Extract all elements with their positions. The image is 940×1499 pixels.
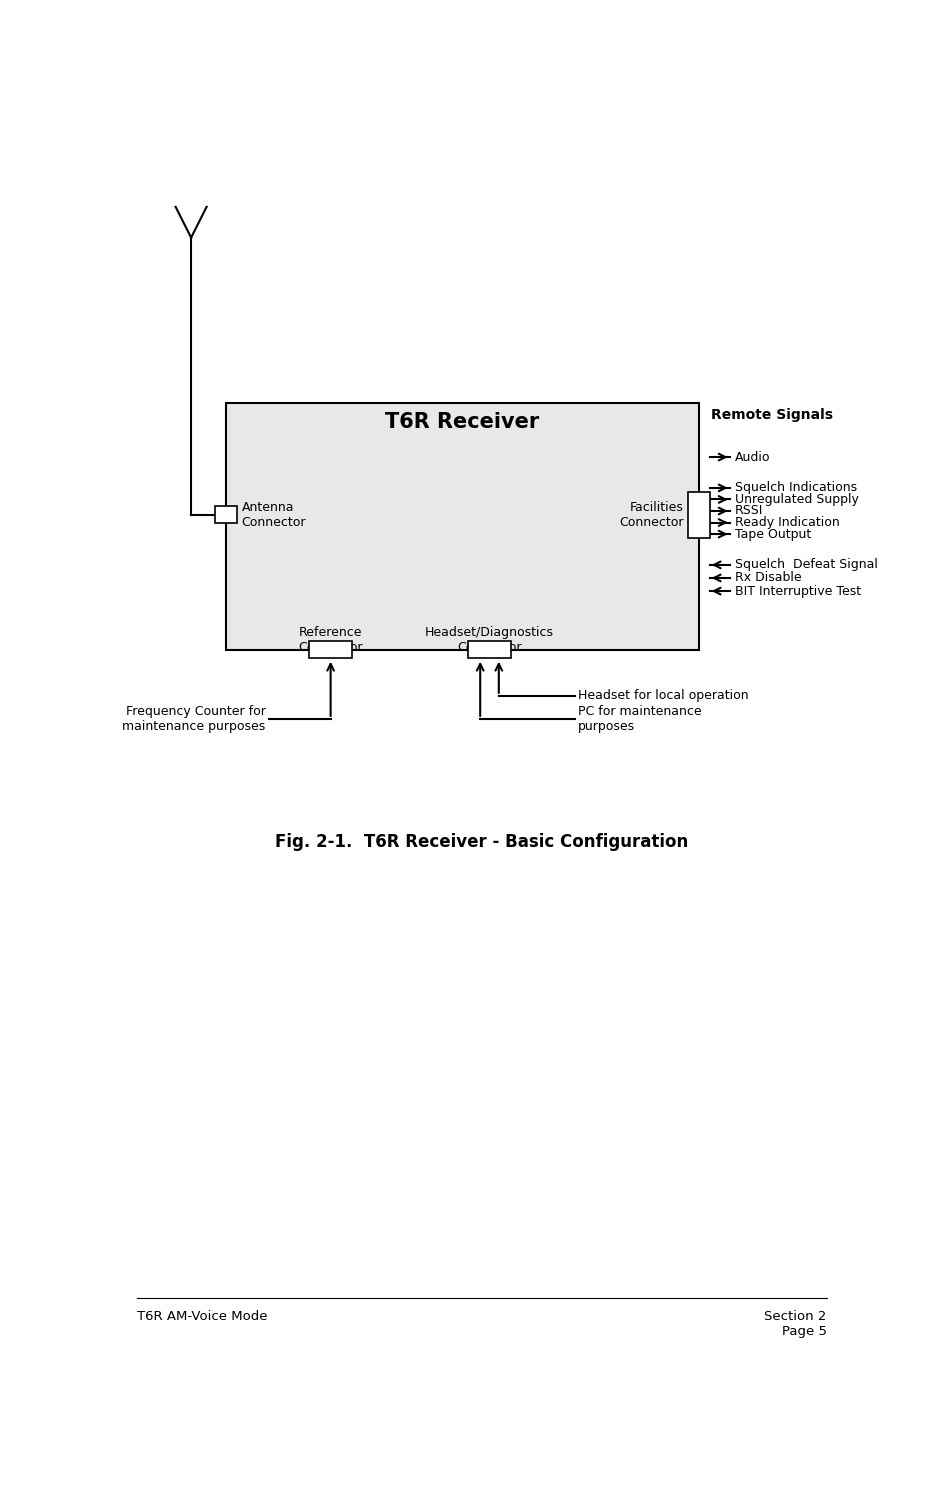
- Text: Remote Signals: Remote Signals: [712, 408, 834, 421]
- Bar: [309, 642, 352, 658]
- Text: Ready Indication: Ready Indication: [735, 516, 840, 529]
- Text: Rx Disable: Rx Disable: [735, 571, 802, 585]
- Text: RSSI: RSSI: [735, 505, 763, 517]
- Text: Fig. 2-1.  T6R Receiver - Basic Configuration: Fig. 2-1. T6R Receiver - Basic Configura…: [275, 833, 688, 851]
- Text: Headset for local operation: Headset for local operation: [578, 690, 748, 702]
- Bar: [226, 403, 698, 649]
- Text: Frequency Counter for
maintenance purposes: Frequency Counter for maintenance purpos…: [122, 705, 265, 733]
- Text: Squelch  Defeat Signal: Squelch Defeat Signal: [735, 559, 878, 571]
- Text: Headset/Diagnostics
Connector: Headset/Diagnostics Connector: [425, 627, 554, 655]
- Text: T6R Receiver: T6R Receiver: [385, 412, 540, 432]
- Text: Reference
Connector: Reference Connector: [298, 627, 363, 655]
- Bar: [688, 492, 710, 538]
- Text: Tape Output: Tape Output: [735, 528, 811, 541]
- Text: BIT Interruptive Test: BIT Interruptive Test: [735, 585, 861, 598]
- Text: T6R AM-Voice Mode: T6R AM-Voice Mode: [137, 1310, 267, 1324]
- Text: Antenna
Connector: Antenna Connector: [242, 501, 306, 529]
- Text: Section 2
Page 5: Section 2 Page 5: [764, 1310, 826, 1339]
- Bar: [468, 642, 510, 658]
- Text: Facilities
Connector: Facilities Connector: [619, 501, 683, 529]
- Text: Squelch Indications: Squelch Indications: [735, 481, 857, 495]
- Bar: [215, 507, 237, 523]
- Text: PC for maintenance
purposes: PC for maintenance purposes: [578, 705, 701, 733]
- Text: Unregulated Supply: Unregulated Supply: [735, 493, 859, 507]
- Text: Audio: Audio: [735, 451, 771, 463]
